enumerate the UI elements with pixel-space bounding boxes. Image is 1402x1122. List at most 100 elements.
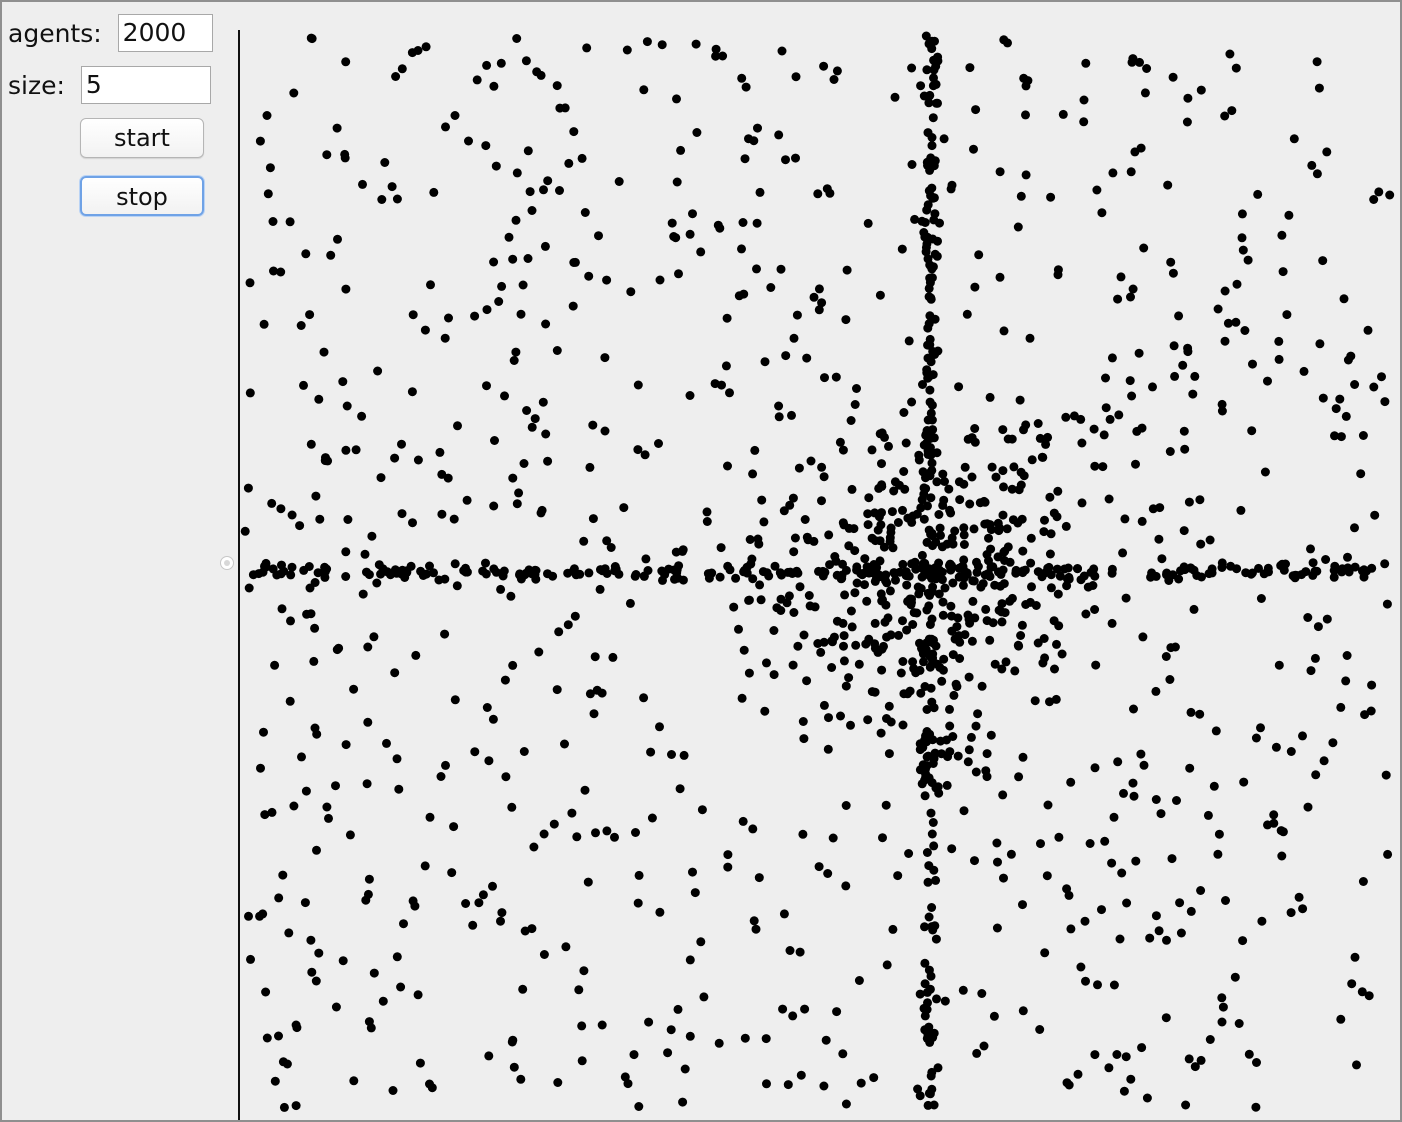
agent-dot	[929, 215, 939, 225]
agent-dot	[898, 505, 907, 515]
agent-dot	[977, 989, 987, 998]
agent-dot	[997, 599, 1007, 609]
agent-dot	[520, 926, 530, 936]
agent-dot	[925, 1037, 935, 1047]
agent-dot	[1367, 680, 1377, 690]
agent-dot	[1013, 518, 1023, 528]
agent-dot	[1374, 187, 1384, 197]
agent-dot	[955, 495, 965, 505]
agent-dot	[1225, 49, 1235, 59]
agent-dot	[752, 218, 762, 228]
agent-dot	[923, 353, 933, 363]
size-input[interactable]: 5	[80, 66, 211, 104]
agent-dot	[867, 445, 877, 455]
agent-dot	[312, 729, 322, 739]
agent-dot	[1115, 934, 1125, 944]
agent-dot	[1232, 279, 1242, 289]
agent-dot	[408, 896, 418, 906]
agent-dot	[803, 535, 813, 545]
agent-dot	[1132, 426, 1142, 436]
agent-dot	[1109, 812, 1119, 822]
agent-dot	[789, 547, 799, 557]
agent-dot	[488, 714, 498, 724]
agent-dot	[824, 713, 833, 723]
agent-dot	[788, 493, 798, 503]
agent-dot	[657, 566, 667, 576]
agent-dot	[769, 626, 779, 635]
agent-dot	[1079, 95, 1089, 105]
agent-dot	[590, 652, 600, 662]
agent-dot	[923, 1029, 933, 1039]
agent-dot	[240, 526, 250, 536]
agent-dot	[1259, 569, 1269, 579]
agent-dot	[274, 893, 284, 903]
agent-dot	[1066, 924, 1076, 934]
agent-dot	[1018, 1006, 1028, 1016]
agent-dot	[579, 966, 589, 976]
agent-dot	[721, 361, 731, 371]
agent-dot	[950, 526, 960, 536]
agent-dot	[1013, 222, 1023, 232]
agent-dot	[984, 533, 993, 543]
agent-dot	[937, 542, 947, 552]
agent-dot	[814, 284, 824, 294]
agent-dot	[965, 499, 975, 509]
agent-dot	[722, 313, 732, 323]
agent-dot	[884, 701, 894, 711]
agent-dot	[725, 388, 734, 398]
agent-dot	[279, 1102, 289, 1112]
agent-dot	[246, 954, 255, 964]
split-divider[interactable]	[238, 30, 240, 1120]
agent-dot	[948, 539, 958, 549]
agents-row: agents: 2000	[8, 14, 213, 52]
agent-dot	[1282, 310, 1292, 320]
agent-dot	[710, 379, 720, 389]
agent-dot	[1035, 1025, 1045, 1034]
agent-dot	[378, 996, 388, 1006]
agent-dot	[925, 1089, 935, 1099]
agent-dot	[1058, 109, 1068, 119]
agent-dot	[824, 530, 834, 540]
agent-dot	[788, 660, 798, 670]
stop-button[interactable]: stop	[80, 176, 204, 216]
split-pane-handle[interactable]	[220, 556, 234, 570]
agent-dot	[978, 579, 988, 589]
agent-dot	[819, 61, 829, 71]
agent-dot	[1151, 686, 1161, 696]
agent-dot	[363, 642, 373, 652]
agent-dot	[755, 187, 765, 197]
agent-dot	[307, 967, 317, 977]
agent-dot	[390, 453, 400, 463]
agent-dot	[740, 1033, 750, 1043]
agent-dot	[1097, 208, 1107, 218]
agent-dot	[1247, 568, 1257, 578]
agent-dot	[1336, 1014, 1346, 1024]
agent-dot	[798, 717, 808, 726]
agent-dot	[608, 652, 618, 662]
agent-dot	[829, 75, 839, 84]
agent-dot	[1137, 1043, 1147, 1053]
agent-dot	[912, 608, 922, 618]
agent-dot	[655, 275, 665, 285]
agent-dot	[927, 1067, 937, 1077]
agent-dot	[538, 397, 548, 407]
agent-dot	[629, 1050, 639, 1060]
agents-input[interactable]: 2000	[117, 14, 213, 52]
agent-dot	[920, 775, 930, 785]
agent-dot	[437, 509, 447, 519]
agent-dot	[959, 555, 969, 565]
agent-dot	[311, 976, 321, 986]
agent-dot	[481, 141, 491, 151]
agent-dot	[847, 484, 857, 494]
agent-dot	[702, 507, 712, 517]
agent-dot	[1121, 1052, 1131, 1062]
agent-dot	[841, 801, 851, 810]
agent-dot	[1145, 933, 1155, 943]
agent-dot	[541, 319, 551, 329]
agent-dot	[1221, 896, 1230, 905]
agent-dot	[792, 310, 802, 320]
agent-dot	[268, 217, 278, 226]
agent-dot	[1357, 566, 1367, 576]
agent-dot	[1337, 567, 1347, 577]
start-button[interactable]: start	[80, 118, 204, 158]
